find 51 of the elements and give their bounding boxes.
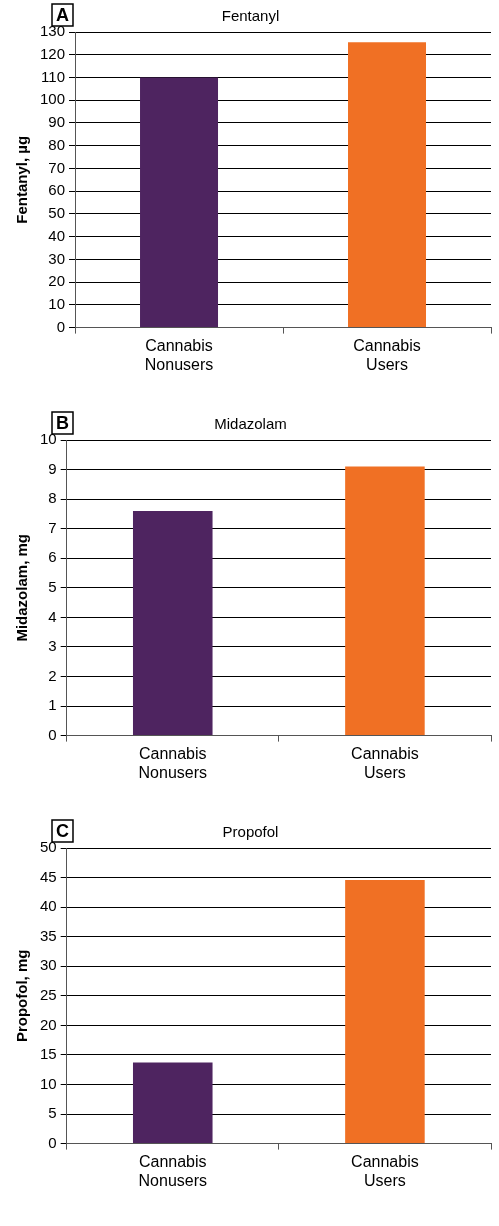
y-tick-label: 10	[40, 430, 57, 448]
y-axis-title: Midazolam, mg	[13, 534, 31, 642]
x-tick-label: Cannabis Nonusers	[138, 744, 208, 781]
y-tick-label: 4	[48, 607, 57, 625]
y-tick-label: 60	[48, 181, 66, 199]
y-axis-title: Fentanyl, µg	[13, 135, 31, 224]
x-tick-label: Cannabis Users	[351, 1152, 419, 1189]
y-tick-label: 35	[40, 926, 57, 944]
y-tick-label: 80	[48, 135, 66, 153]
y-tick-label: 40	[40, 897, 57, 915]
chart-title: Fentanyl	[221, 7, 280, 25]
chart-title: Midazolam	[214, 415, 287, 433]
y-tick-label: 30	[48, 249, 66, 267]
y-tick-label: 15	[40, 1045, 57, 1063]
y-tick-label: 1	[48, 696, 57, 714]
y-tick-label: 0	[56, 317, 66, 335]
y-tick-label: 40	[48, 226, 66, 244]
y-tick-label: 50	[48, 204, 66, 222]
y-tick-label: 0	[48, 1133, 57, 1151]
y-tick-label: 5	[48, 1104, 57, 1122]
chart-title: Propofol	[222, 823, 279, 841]
y-tick-label: 25	[40, 985, 57, 1003]
text: A	[56, 4, 69, 25]
x-tick-label: Cannabis Users	[351, 744, 419, 781]
y-tick-label: 8	[48, 489, 57, 507]
y-tick-label: 20	[48, 272, 66, 290]
y-tick-label: 20	[40, 1015, 57, 1033]
text: C	[56, 820, 69, 841]
y-tick-label: 9	[48, 459, 57, 477]
y-tick-label: 90	[48, 113, 66, 131]
x-tick-label: Cannabis Nonusers	[138, 1152, 208, 1189]
y-tick-label: 45	[40, 867, 57, 885]
y-tick-label: 2	[48, 666, 57, 684]
y-tick-label: 110	[41, 67, 66, 85]
y-tick-label: 30	[40, 956, 57, 974]
y-tick-label: 70	[48, 158, 66, 176]
y-tick-label: 100	[40, 90, 66, 108]
y-axis-title: Propofol, mg	[13, 949, 31, 1043]
x-tick-label: Cannabis Users	[353, 336, 421, 373]
y-tick-label: 10	[40, 1074, 57, 1092]
y-tick-label: 7	[48, 518, 57, 536]
y-tick-label: 0	[48, 725, 57, 743]
x-tick-label: Cannabis Nonusers	[144, 336, 214, 373]
y-tick-label: 5	[48, 577, 57, 595]
y-tick-label: 120	[40, 44, 66, 62]
text: B	[56, 412, 69, 433]
y-tick-label: 10	[48, 295, 66, 312]
y-tick-label: 50	[40, 838, 57, 856]
y-tick-label: 6	[48, 548, 57, 566]
y-tick-label: 130	[40, 22, 66, 40]
y-tick-label: 3	[48, 637, 57, 655]
